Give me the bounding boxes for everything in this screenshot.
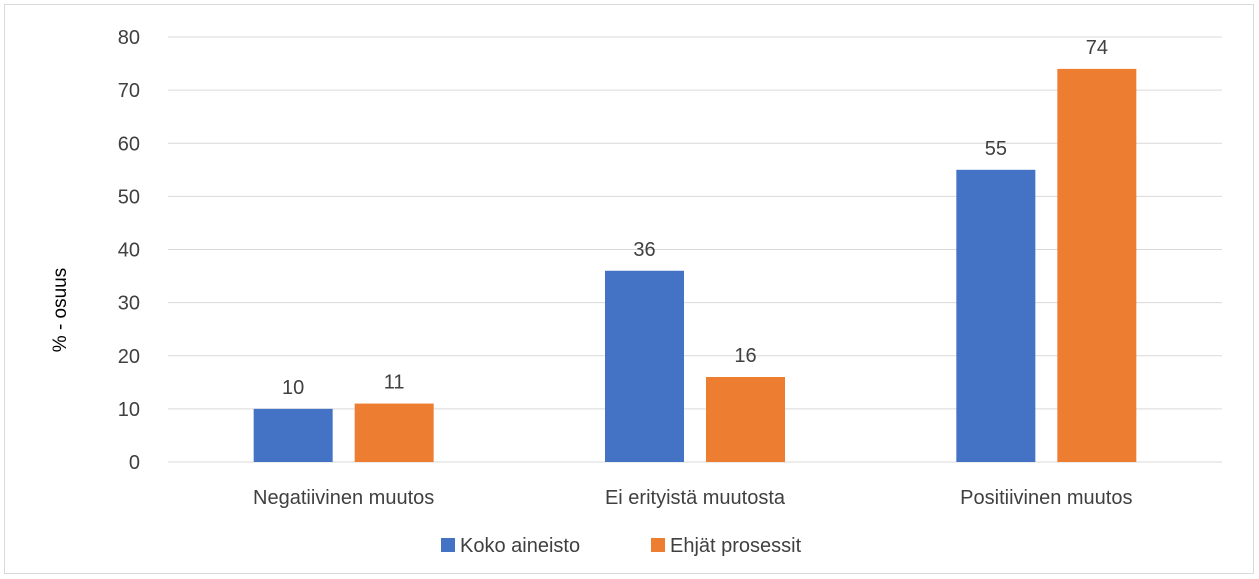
bar: [956, 169, 1036, 462]
data-label: 36: [633, 239, 655, 261]
legend-swatch: [651, 538, 665, 552]
bar: [1057, 68, 1137, 462]
legend: Koko aineisto Ehjät prosessit: [441, 535, 802, 557]
gridlines: [168, 36, 1222, 463]
legend-label: Ehjät prosessit: [670, 535, 802, 557]
x-category-label: Negatiivinen muutos: [253, 487, 434, 509]
y-axis-title: % - osuus: [50, 268, 71, 352]
legend-label: Koko aineisto: [460, 535, 580, 557]
y-tick-label: 70: [118, 80, 140, 102]
data-label: 10: [282, 377, 304, 399]
y-tick-label: 30: [118, 293, 140, 315]
x-category-label: Ei erityistä muutosta: [605, 487, 786, 509]
x-category-label: Positiivinen muutos: [960, 487, 1132, 509]
y-tick-label: 60: [118, 133, 140, 155]
data-labels: 10 11 36 16 55 74: [282, 37, 1108, 399]
data-label: 16: [734, 345, 756, 367]
bar: [605, 270, 684, 462]
y-axis-ticks: 0 10 20 30 40 50 60 70 80: [118, 27, 140, 474]
chart-frame: [4, 4, 1254, 574]
bar: [706, 377, 785, 462]
data-label: 74: [1086, 37, 1108, 59]
y-tick-label: 20: [118, 346, 140, 368]
y-tick-label: 40: [118, 240, 140, 262]
y-tick-label: 80: [118, 27, 140, 49]
data-label: 11: [384, 372, 405, 394]
bar: [354, 403, 434, 462]
y-tick-label: 0: [129, 452, 140, 474]
y-tick-label: 50: [118, 186, 140, 208]
bars: [253, 68, 1137, 462]
x-axis-categories: Negatiivinen muutos Ei erityistä muutosta…: [253, 487, 1132, 509]
y-tick-label: 10: [118, 399, 140, 421]
data-label: 55: [985, 138, 1007, 160]
bar: [253, 408, 333, 462]
legend-swatch: [441, 538, 455, 552]
